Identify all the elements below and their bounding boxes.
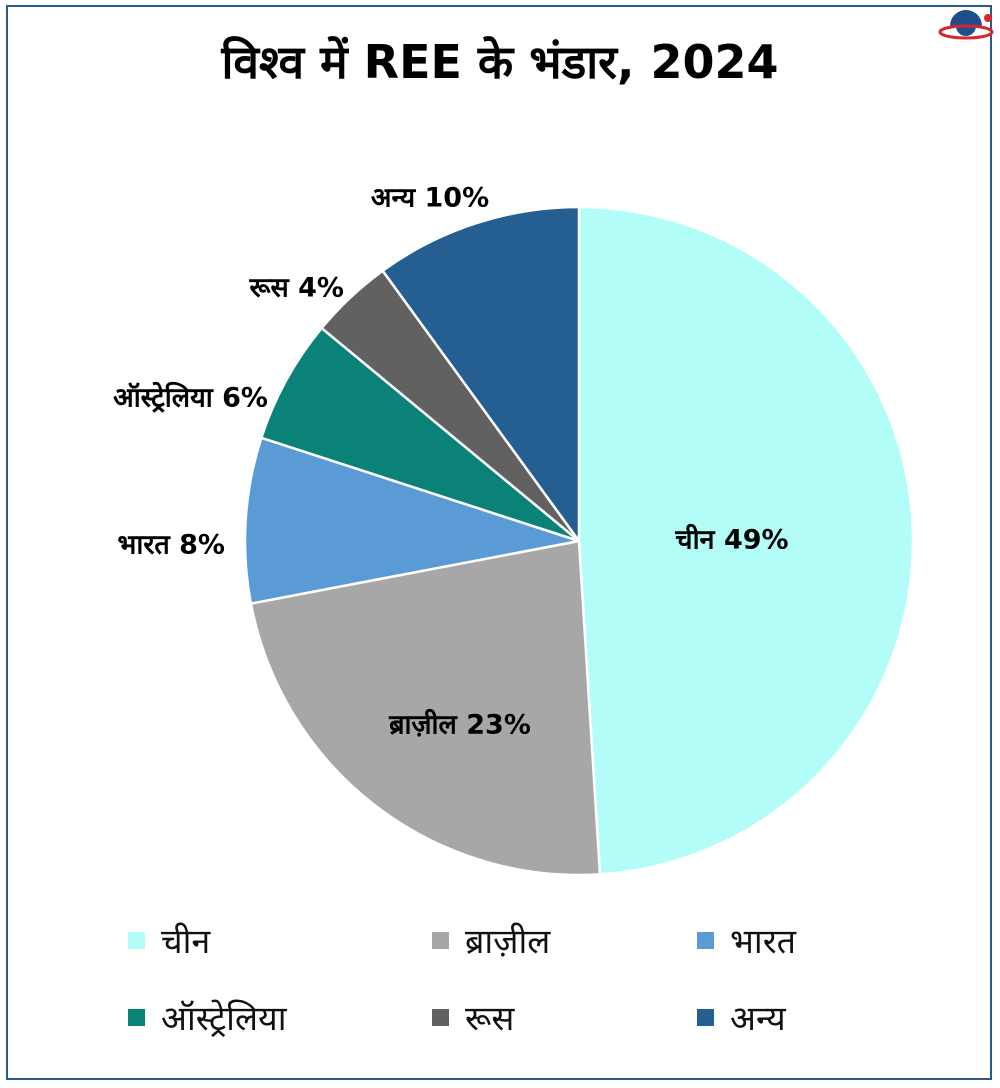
pie-slice-2 xyxy=(249,539,602,877)
slice-data-label: भारत 8% xyxy=(117,530,225,561)
slice-data-label: अन्य 10% xyxy=(371,183,489,214)
brand-logo-icon xyxy=(938,10,994,42)
chart-title: विश्व में REE के भंडार, 2024 xyxy=(221,35,779,89)
slice-data-label: चीन 49% xyxy=(674,524,788,556)
pie-slice-6 xyxy=(380,205,581,545)
pie-slice-1 xyxy=(577,205,915,876)
slice-data-label: रूस 4% xyxy=(249,273,344,304)
slice-data-label: ऑस्ट्रेलिया 6% xyxy=(113,382,268,414)
pie-slice-4 xyxy=(259,326,580,543)
pie-slice-3 xyxy=(243,436,580,606)
slice-data-label: ब्राज़ील 23% xyxy=(388,709,531,741)
